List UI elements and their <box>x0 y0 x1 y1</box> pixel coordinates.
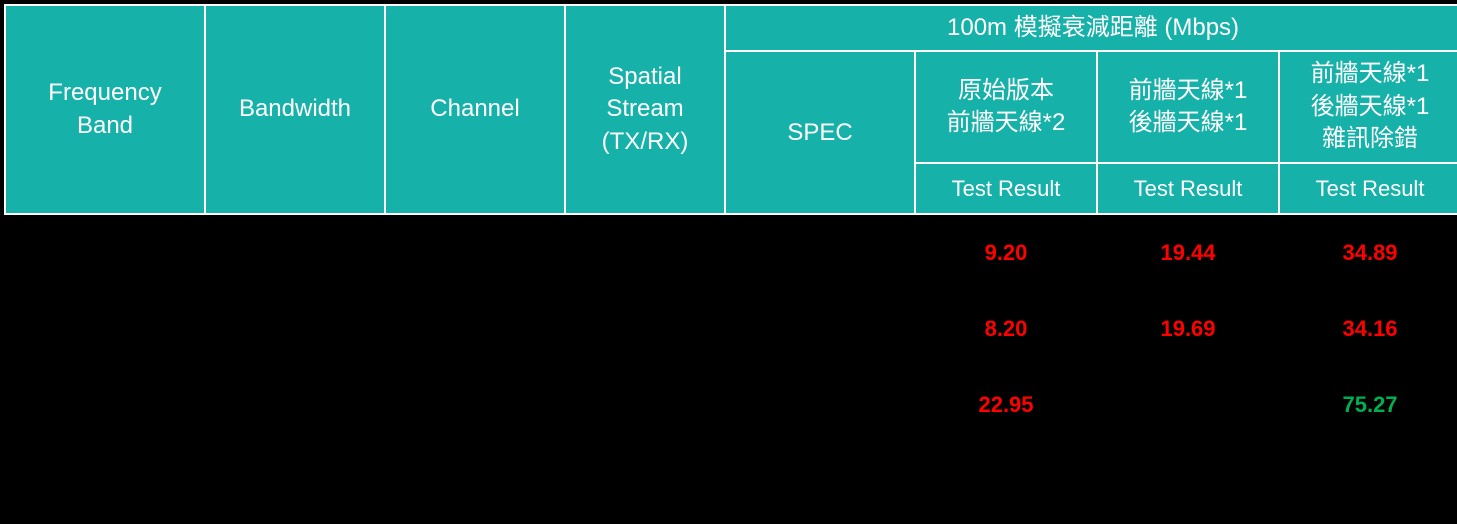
cell-channel <box>385 214 565 291</box>
table-row: 8.20 19.69 34.16 <box>5 291 1457 367</box>
cell-result-2: 19.44 <box>1097 214 1279 291</box>
col-header-variant-2: 前牆天線*1後牆天線*1 <box>1097 51 1279 162</box>
table-container: FrequencyBand Bandwidth Channel SpatialS… <box>0 0 1457 524</box>
col-subheader-test-result-3: Test Result <box>1279 163 1457 215</box>
cell-bandwidth <box>205 291 385 367</box>
cell-spatial-stream <box>565 214 725 291</box>
cell-bandwidth <box>205 214 385 291</box>
cell-bandwidth <box>205 367 385 443</box>
cell-result-2: 19.69 <box>1097 291 1279 367</box>
col-subheader-test-result-1: Test Result <box>915 163 1097 215</box>
cell-frequency-band <box>5 291 205 367</box>
results-table: FrequencyBand Bandwidth Channel SpatialS… <box>4 4 1457 443</box>
col-header-variant-3: 前牆天線*1後牆天線*1雜訊除錯 <box>1279 51 1457 162</box>
cell-result-3: 34.89 <box>1279 214 1457 291</box>
col-header-spec: SPEC <box>725 51 915 214</box>
cell-result-2 <box>1097 367 1279 443</box>
cell-result-1: 8.20 <box>915 291 1097 367</box>
cell-channel <box>385 291 565 367</box>
col-subheader-test-result-2: Test Result <box>1097 163 1279 215</box>
col-header-spatial-stream: SpatialStream(TX/RX) <box>565 5 725 214</box>
cell-result-3: 75.27 <box>1279 367 1457 443</box>
cell-frequency-band <box>5 367 205 443</box>
cell-spec <box>725 291 915 367</box>
col-header-bandwidth: Bandwidth <box>205 5 385 214</box>
col-header-group: 100m 模擬衰減距離 (Mbps) <box>725 5 1457 51</box>
cell-channel <box>385 367 565 443</box>
table-row: 22.95 75.27 <box>5 367 1457 443</box>
cell-result-3: 34.16 <box>1279 291 1457 367</box>
cell-frequency-band <box>5 214 205 291</box>
table-row: 9.20 19.44 34.89 <box>5 214 1457 291</box>
cell-result-1: 9.20 <box>915 214 1097 291</box>
col-header-channel: Channel <box>385 5 565 214</box>
cell-result-1: 22.95 <box>915 367 1097 443</box>
table-body: 9.20 19.44 34.89 8.20 19.69 34.16 22.95 … <box>5 214 1457 443</box>
cell-spec <box>725 214 915 291</box>
col-header-variant-1: 原始版本前牆天線*2 <box>915 51 1097 162</box>
col-header-frequency-band: FrequencyBand <box>5 5 205 214</box>
cell-spatial-stream <box>565 291 725 367</box>
cell-spatial-stream <box>565 367 725 443</box>
cell-spec <box>725 367 915 443</box>
